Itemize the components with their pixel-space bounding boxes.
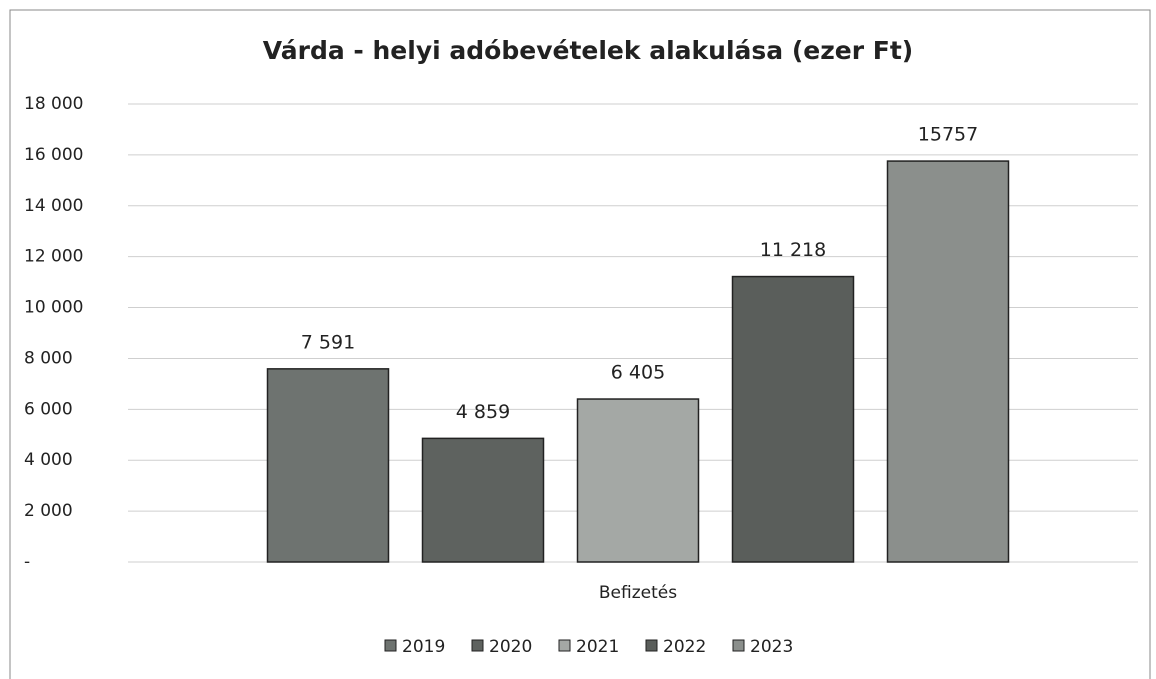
legend-swatch <box>732 639 745 652</box>
bar <box>421 437 545 563</box>
bar <box>886 160 1010 563</box>
chart-title: Várda - helyi adóbevételek alakulása (ez… <box>263 36 913 65</box>
y-tick-label: 4 000 <box>24 450 73 470</box>
legend-label: 2022 <box>663 637 706 657</box>
legend-label: 2023 <box>750 637 793 657</box>
y-tick-label: 12 000 <box>24 247 83 267</box>
bar <box>731 275 855 563</box>
data-label: 6 405 <box>611 362 665 384</box>
y-tick-label: 14 000 <box>24 196 83 216</box>
data-label: 7 591 <box>301 331 355 353</box>
y-tick-label: - <box>24 552 30 572</box>
y-tick-label: 18 000 <box>24 94 83 114</box>
legend-label: 2021 <box>576 637 619 657</box>
legend-swatch <box>645 639 658 652</box>
x-tick-label: Befizetés <box>599 583 677 603</box>
y-tick-label: 2 000 <box>24 501 73 521</box>
data-label: 4 859 <box>456 401 510 423</box>
legend-swatch <box>558 639 571 652</box>
legend-label: 2020 <box>489 637 532 657</box>
y-tick-label: 16 000 <box>24 145 83 165</box>
data-label: 11 218 <box>760 239 826 261</box>
bar <box>576 398 700 563</box>
legend-label: 2019 <box>402 637 445 657</box>
y-tick-label: 10 000 <box>24 298 83 318</box>
y-tick-label: 8 000 <box>24 348 73 368</box>
data-label: 15757 <box>918 124 978 146</box>
legend-swatch <box>471 639 484 652</box>
legend-swatch <box>384 639 397 652</box>
y-tick-label: 6 000 <box>24 399 73 419</box>
bar <box>266 368 390 563</box>
